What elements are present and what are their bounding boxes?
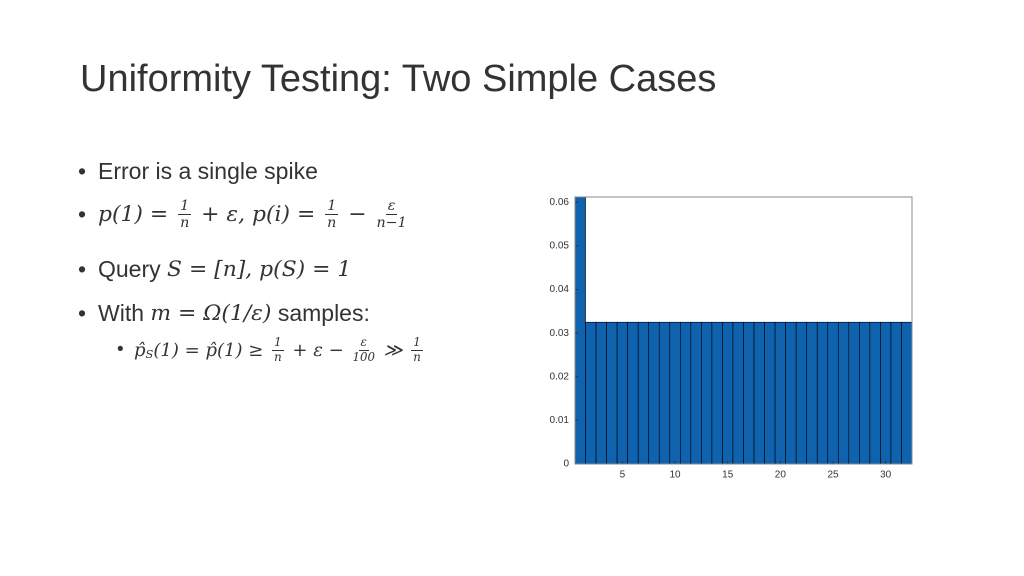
- bullet: • Error is a single spike: [78, 158, 318, 185]
- math: + ε −: [286, 339, 350, 361]
- denominator: n: [327, 215, 337, 232]
- y-tick-label: 0.01: [550, 415, 570, 426]
- bar: [827, 321, 839, 465]
- bar: [627, 321, 639, 465]
- bar: [806, 321, 818, 465]
- numerator: 1: [325, 198, 339, 216]
- bar: [585, 321, 597, 465]
- math: ≫: [377, 339, 409, 361]
- math: −: [341, 202, 374, 228]
- numerator: 1: [411, 335, 423, 351]
- x-tick-label: 20: [775, 470, 787, 481]
- fraction: ε n−1: [377, 198, 407, 232]
- math: p(1) =: [98, 202, 176, 228]
- bar: [616, 321, 628, 465]
- math: p̂: [134, 339, 146, 361]
- bar: [711, 321, 723, 465]
- bar: [848, 321, 860, 465]
- x-tick-label: 5: [620, 470, 626, 481]
- bar: [658, 321, 671, 465]
- math: + ε, p(i) =: [194, 202, 323, 228]
- x-tick-label: 10: [669, 470, 681, 481]
- bar: [901, 321, 913, 465]
- bullet-dot: •: [117, 339, 124, 361]
- math: m = Ω(1/ε): [150, 301, 272, 326]
- bar: [743, 321, 755, 465]
- text: samples:: [271, 300, 370, 326]
- text: Error is a single spike: [98, 158, 318, 184]
- bar: [637, 321, 650, 465]
- y-tick-label: 0: [563, 459, 569, 470]
- bar: [880, 321, 892, 465]
- numerator: ε: [358, 335, 369, 351]
- numerator: 1: [178, 198, 192, 216]
- math: (1) = p̂(1) ≥: [153, 339, 270, 361]
- text: Query: [98, 256, 168, 282]
- x-tick-label: 15: [722, 470, 734, 481]
- bullet-dot: •: [78, 256, 87, 282]
- denominator: n−1: [376, 215, 407, 232]
- bar: [890, 321, 902, 465]
- bar: [595, 321, 607, 465]
- text: With: [98, 300, 151, 326]
- bar: [859, 321, 871, 465]
- x-tick-label: 30: [880, 470, 892, 481]
- bar: [680, 321, 692, 465]
- bar: [690, 321, 702, 465]
- bullet-dot: •: [78, 158, 87, 184]
- numerator: 1: [272, 335, 284, 351]
- bullet: • Query S = [n], p(S) = 1: [78, 256, 352, 283]
- y-tick-label: 0.05: [550, 241, 570, 252]
- bar: [701, 321, 713, 465]
- bar: [869, 321, 881, 465]
- math: S = [n], p(S) = 1: [167, 257, 352, 282]
- bar: [774, 321, 786, 465]
- y-tick-label: 0.06: [550, 197, 570, 208]
- bar: [764, 321, 776, 465]
- y-tick-label: 0.03: [550, 328, 570, 339]
- bar: [606, 321, 618, 465]
- fraction: ε 100: [352, 335, 375, 364]
- bar: [753, 321, 765, 465]
- bar: [732, 321, 744, 465]
- x-tick-label: 25: [827, 470, 839, 481]
- numerator: ε: [385, 198, 398, 216]
- y-tick-label: 0.02: [550, 371, 570, 382]
- bar: [795, 321, 807, 465]
- axes-box: [574, 196, 913, 465]
- bar: [574, 196, 586, 465]
- bar: [648, 321, 660, 465]
- bar: [837, 321, 850, 465]
- subscript: S: [145, 347, 154, 362]
- denominator: n: [413, 349, 421, 364]
- denominator: 100: [352, 349, 375, 364]
- bar: [669, 321, 681, 465]
- bar: [816, 321, 829, 465]
- slide-title: Uniformity Testing: Two Simple Cases: [80, 58, 717, 100]
- bullet: • With m = Ω(1/ε) samples:: [78, 300, 370, 327]
- bar: [785, 321, 797, 465]
- y-tick-label: 0.04: [550, 284, 570, 295]
- bar: [722, 321, 734, 465]
- bullet-dot: •: [78, 300, 87, 326]
- denominator: n: [180, 215, 190, 232]
- bullet-dot: •: [78, 201, 87, 228]
- denominator: n: [274, 349, 282, 364]
